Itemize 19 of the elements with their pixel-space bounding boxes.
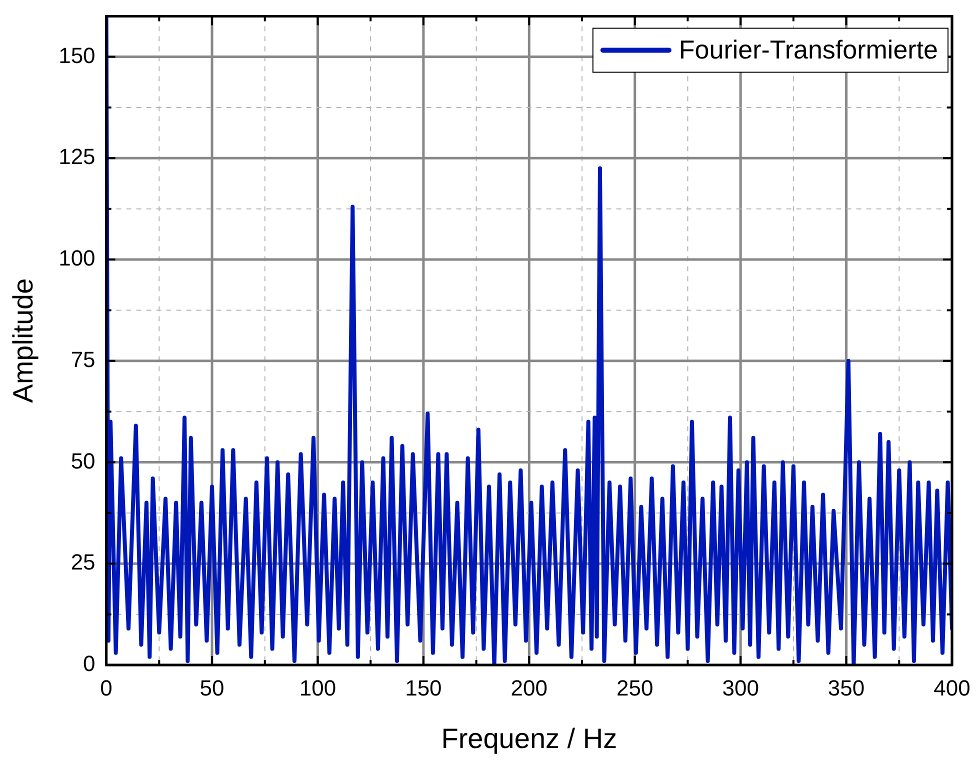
y-tick-label: 75: [70, 346, 96, 372]
x-tick-label: 150: [405, 675, 442, 700]
legend-label: Fourier-Transformierte: [678, 34, 938, 64]
y-tick-label: 100: [58, 246, 96, 271]
y-tick-label: 50: [70, 448, 96, 474]
x-tick-label: 300: [722, 675, 759, 700]
y-tick-label: 125: [58, 144, 96, 170]
x-axis-title: Frequenz / Hz: [441, 722, 618, 754]
x-tick-label: 50: [200, 675, 224, 700]
x-tick-label: 200: [510, 675, 548, 700]
x-tick-label: 400: [934, 675, 970, 700]
y-axis-title: Amplitude: [8, 278, 39, 403]
y-tick-label: 25: [70, 550, 96, 575]
x-tick-label: 100: [299, 675, 336, 700]
x-tick-label: 0: [100, 675, 112, 700]
y-tick-label: 150: [58, 42, 96, 68]
x-tick-label: 250: [616, 675, 654, 700]
y-tick-label: 0: [83, 651, 96, 676]
x-tick-label: 350: [828, 675, 865, 700]
